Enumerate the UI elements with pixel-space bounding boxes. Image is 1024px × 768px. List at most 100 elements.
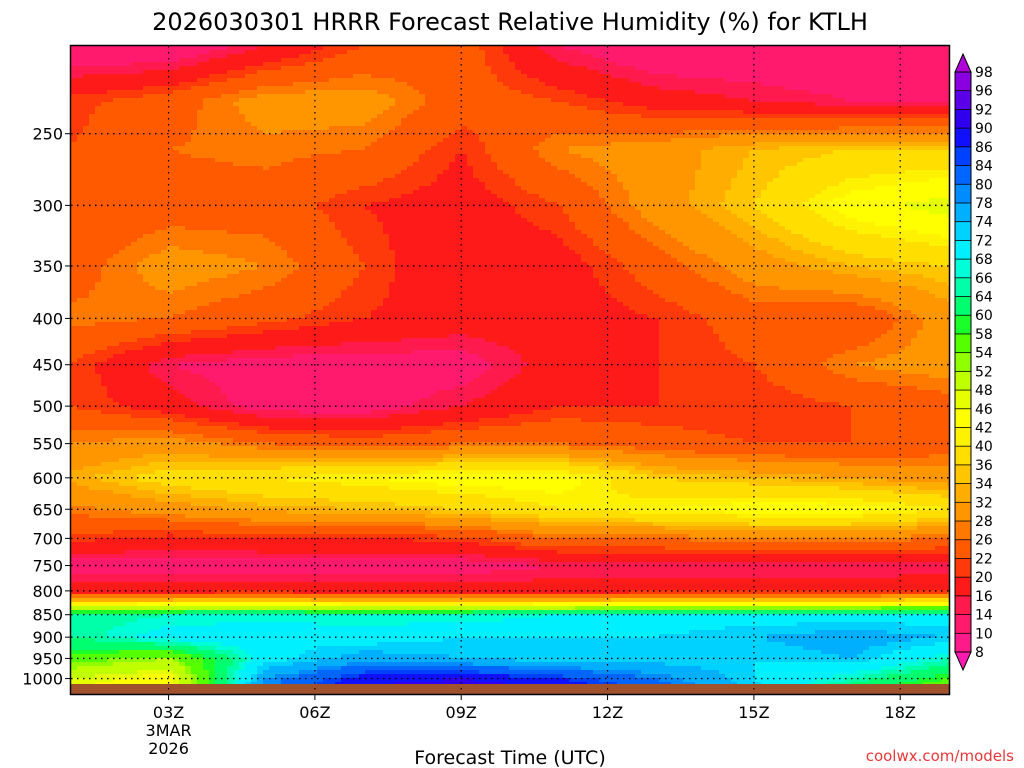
heat-cell (239, 586, 246, 591)
heat-cell (107, 186, 114, 191)
heat-cell (131, 374, 138, 379)
heat-cell (203, 558, 210, 563)
heat-cell (197, 346, 204, 351)
heat-cell (185, 214, 192, 219)
heat-cell (125, 66, 132, 71)
heat-cell (185, 74, 192, 79)
heat-cell (233, 374, 240, 379)
heat-cell (209, 570, 216, 575)
heat-cell (71, 98, 78, 103)
heat-cell (215, 598, 222, 603)
heat-cell (239, 398, 246, 403)
heat-cell (119, 242, 126, 247)
heat-cell (197, 494, 204, 499)
heat-cell (83, 458, 90, 463)
heat-cell (95, 134, 102, 139)
heat-cell (173, 502, 180, 507)
heat-cell (89, 358, 96, 363)
heat-cell (167, 138, 174, 143)
heat-cell (137, 510, 144, 515)
heat-cell (101, 122, 108, 127)
heat-cell (149, 250, 156, 255)
heat-cell (227, 158, 234, 163)
heat-cell (101, 102, 108, 107)
heat-cell (83, 366, 90, 371)
heat-cell (113, 146, 120, 151)
heat-cell (137, 550, 144, 555)
heat-cell (101, 254, 108, 259)
heat-cell (221, 206, 228, 211)
heat-cell (209, 154, 216, 159)
heat-cell (239, 106, 246, 111)
heat-cell (107, 478, 114, 483)
heat-cell (89, 478, 96, 483)
heat-cell (233, 446, 240, 451)
heat-cell (251, 206, 258, 211)
heat-cell (251, 446, 258, 451)
heat-cell (95, 450, 102, 455)
heat-cell (233, 102, 240, 107)
heat-cell (179, 666, 186, 671)
heat-cell (161, 598, 168, 603)
heat-cell (77, 382, 84, 387)
heat-cell (209, 122, 216, 127)
heat-cell (209, 330, 216, 335)
heat-cell (221, 306, 228, 311)
heat-cell (185, 518, 192, 523)
heat-cell (71, 542, 78, 547)
heat-cell (197, 306, 204, 311)
heat-cell (191, 150, 198, 155)
heat-cell (71, 86, 78, 91)
heat-cell (101, 426, 108, 431)
heat-cell (77, 626, 84, 631)
heat-cell (77, 302, 84, 307)
heat-cell (77, 426, 84, 431)
heat-cell (251, 358, 258, 363)
heat-cell (197, 602, 204, 607)
heat-cell (251, 306, 258, 311)
heat-cell (167, 306, 174, 311)
heat-cell (71, 162, 78, 167)
heat-cell (119, 234, 126, 239)
heat-cell (215, 478, 222, 483)
heat-cell (155, 550, 162, 555)
heat-cell (155, 330, 162, 335)
heat-cell (83, 622, 90, 627)
heat-cell (131, 182, 138, 187)
heat-cell (227, 302, 234, 307)
heat-cell (215, 502, 222, 507)
heat-cell (143, 294, 150, 299)
heat-cell (101, 526, 108, 531)
heat-cell (107, 634, 114, 639)
heat-cell (101, 58, 108, 63)
heat-cell (89, 354, 96, 359)
heat-cell (179, 494, 186, 499)
heat-cell (137, 494, 144, 499)
heat-cell (125, 50, 132, 55)
heat-cell (95, 558, 102, 563)
heat-cell (185, 238, 192, 243)
heat-cell (251, 86, 258, 91)
heat-cell (149, 642, 156, 647)
heat-cell (77, 246, 84, 251)
heat-cell (197, 382, 204, 387)
heat-cell (233, 574, 240, 579)
heat-cell (245, 234, 252, 239)
heat-cell (137, 190, 144, 195)
heat-cell (83, 650, 90, 655)
heat-cell (191, 118, 198, 123)
heat-cell (125, 558, 132, 563)
heat-cell (161, 182, 168, 187)
heat-cell (239, 142, 246, 147)
heat-cell (71, 546, 78, 551)
heat-cell (173, 158, 180, 163)
heat-cell (143, 642, 150, 647)
heat-cell (143, 94, 150, 99)
heat-cell (137, 446, 144, 451)
heat-cell (155, 82, 162, 87)
heat-cell (107, 274, 114, 279)
heat-cell (239, 118, 246, 123)
heat-cell (101, 618, 108, 623)
heat-cell (215, 206, 222, 211)
heat-cell (203, 606, 210, 611)
